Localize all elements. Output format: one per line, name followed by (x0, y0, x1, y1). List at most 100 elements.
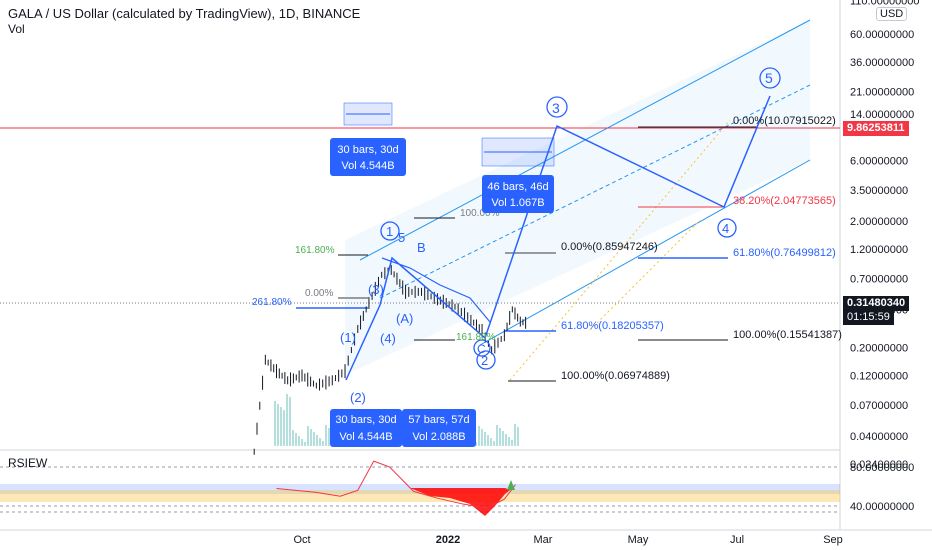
projection-dotted-1 (509, 119, 731, 381)
fib-label: 261.80% (252, 297, 292, 308)
volume-bar (319, 438, 321, 446)
price-tick-label: 0.12000000 (850, 371, 908, 383)
fib-label: 0.00% (305, 288, 333, 299)
volume-bar (508, 437, 510, 446)
svg-text:57 bars, 57d: 57 bars, 57d (408, 414, 469, 426)
wave-circle (380, 221, 400, 241)
wave-circle (473, 339, 491, 357)
time-label: May (628, 534, 649, 546)
volume-bar (274, 401, 276, 446)
wave-label: 1 (386, 224, 393, 239)
svg-text:Vol 4.544B: Vol 4.544B (339, 431, 392, 443)
currency-button[interactable]: USD (876, 7, 908, 21)
wave-label: 5 (398, 230, 405, 245)
projection-dotted-2 (589, 219, 701, 331)
volume-bar (514, 424, 516, 446)
time-label: Mar (534, 534, 553, 546)
volume-bar (490, 438, 492, 446)
range-box-info: 30 bars, 30d Vol 4.544B (330, 409, 402, 447)
volume-label: Vol (8, 22, 25, 36)
wave-label: (3) (368, 282, 384, 297)
rsi-pane (0, 460, 840, 516)
channel-fill (345, 20, 810, 375)
range-box-info: 57 bars, 57d Vol 2.088B (402, 409, 476, 447)
wave-projection-path (345, 95, 771, 381)
price-tick-label: 14.00000000 (850, 109, 914, 121)
wave-circle (717, 218, 737, 238)
rsi-level-label: 80.00000000 (850, 462, 914, 474)
price-tick-label: 0.02400000 (850, 459, 908, 471)
wave-label: B (417, 240, 426, 255)
volume-bar (289, 397, 291, 446)
price-tick-label: 21.00000000 (850, 87, 914, 99)
fib-label: 61.80%(0.18205357) (561, 320, 664, 332)
wave-label: (1) (340, 330, 356, 345)
price-axis: 110.00000000 60.00000000 36.00000000 21.000… (850, 0, 920, 471)
wave-label: (A) (396, 311, 413, 326)
volume-bar (313, 432, 315, 446)
rsi-band-orange (0, 490, 840, 502)
price-tick-label: 0.07000000 (850, 400, 908, 412)
volume-bar (511, 440, 513, 446)
volume-bar (493, 441, 495, 446)
channel-mid-line (379, 84, 811, 299)
wave-label: C (477, 342, 486, 356)
fib-label: 161.80% (456, 332, 496, 343)
price-tick-label: 0.20000000 (850, 342, 908, 354)
volume-bar (478, 426, 480, 446)
range-box-info: 30 bars, 30d Vol 4.544B (330, 138, 406, 176)
rsi-fill (410, 488, 510, 516)
fib-label: 100.00% (460, 208, 500, 219)
chart-title: GALA / US Dollar (calculated by TradingV… (8, 6, 361, 21)
volume-bar (499, 428, 501, 446)
fib-label: 100.00%(0.06974889) (561, 370, 670, 382)
volume-bar (481, 429, 483, 446)
volume-bar (286, 394, 288, 446)
fib-label: 61.80%(0.76499812) (733, 247, 836, 259)
volume-bar (316, 435, 318, 446)
wave-label: 5 (765, 70, 773, 86)
svg-text:Vol 2.088B: Vol 2.088B (412, 431, 465, 443)
wave-label: 3 (552, 100, 560, 116)
volume-bar (325, 425, 327, 446)
volume-bar (502, 431, 504, 446)
red-line-price-tag: 9.86253811 (843, 121, 909, 136)
fib-label: 100.00%(0.15541387) (733, 329, 842, 341)
price-tick-label: 3.50000000 (850, 185, 908, 197)
wave-circle (759, 67, 781, 89)
channel-lower-line (479, 159, 811, 346)
price-tick-label: 1.20000000 (850, 244, 908, 256)
volume-bar (322, 441, 324, 446)
wave-minor-path (381, 257, 491, 323)
volume-bar (280, 407, 282, 446)
price-tick-label: 110.00000000 (850, 0, 920, 8)
volume-bar (307, 426, 309, 446)
wave-circle (476, 350, 496, 370)
volume-bar (295, 433, 297, 446)
volume-bar (517, 427, 519, 446)
rsi-level-label: 40.00000000 (850, 501, 914, 513)
volume-bar (277, 404, 279, 446)
fib-label: 161.80% (295, 245, 335, 256)
rsi-marker (507, 480, 515, 490)
volume-bar (496, 425, 498, 446)
price-tick-label: 0.04000000 (850, 431, 908, 443)
time-label: Jul (730, 534, 744, 546)
fib-label: 38.20%(2.04773565) (733, 195, 836, 207)
price-tick-label: 2.00000000 (850, 216, 908, 228)
time-axis: Oct 2022 Mar May Jul Sep (293, 534, 842, 546)
range-box-info: 46 bars, 46d Vol 1.067B (482, 175, 554, 213)
indicator-name[interactable]: RSIEW (8, 456, 48, 470)
volume-bar (328, 428, 330, 446)
svg-text:30 bars, 30d: 30 bars, 30d (337, 144, 398, 156)
volume-bar (310, 429, 312, 446)
wave-label: 4 (722, 221, 729, 236)
price-tick-label: 36.00000000 (850, 57, 914, 69)
countdown-tag: 01:15:59 (843, 310, 894, 325)
wave-circle (546, 96, 568, 118)
price-tick-label: 0.70000000 (850, 274, 908, 286)
wave-label: 2 (481, 353, 488, 368)
rsi-line (276, 460, 516, 509)
volume-bar (487, 435, 489, 446)
